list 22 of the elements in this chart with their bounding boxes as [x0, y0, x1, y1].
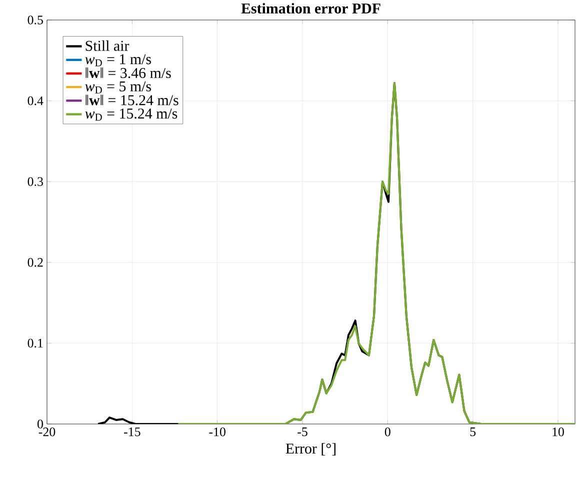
x-axis-title: Error [°]	[286, 443, 336, 456]
legend-label: w$_{D}$ = 1 m/s	[85, 54, 151, 66]
legend-label: w$_{D}$ = 5 m/s	[85, 81, 151, 94]
y-tick-label: 0.1	[28, 338, 43, 348]
y-tick-label: 0.4	[28, 96, 44, 106]
legend-label: Still air	[86, 40, 130, 51]
y-tick-label: 0	[38, 420, 43, 428]
x-tick-label: -10	[209, 428, 226, 436]
x-tick-label: -20	[38, 428, 56, 436]
line-series	[177, 82, 576, 424]
legend-label: w$_{D}$ = 15.24 m/s	[85, 108, 178, 121]
y-tick-label: 0.2	[28, 258, 43, 267]
legend-label: ‖w‖ = 15.24 m/s	[86, 94, 178, 106]
y-tick-label: 0.3	[28, 177, 43, 186]
legend-label: ‖w‖ = 3.46 m/s	[86, 68, 171, 78]
x-tick-label: 10	[552, 428, 564, 436]
x-tick-label: 5	[470, 428, 476, 436]
chart-title: Estimation error PDF	[241, 3, 380, 14]
x-tick-label: -5	[298, 428, 308, 436]
y-tick-label: 0.5	[28, 16, 43, 24]
x-tick-label: 0	[384, 428, 390, 436]
x-tick-label: -15	[124, 428, 140, 436]
